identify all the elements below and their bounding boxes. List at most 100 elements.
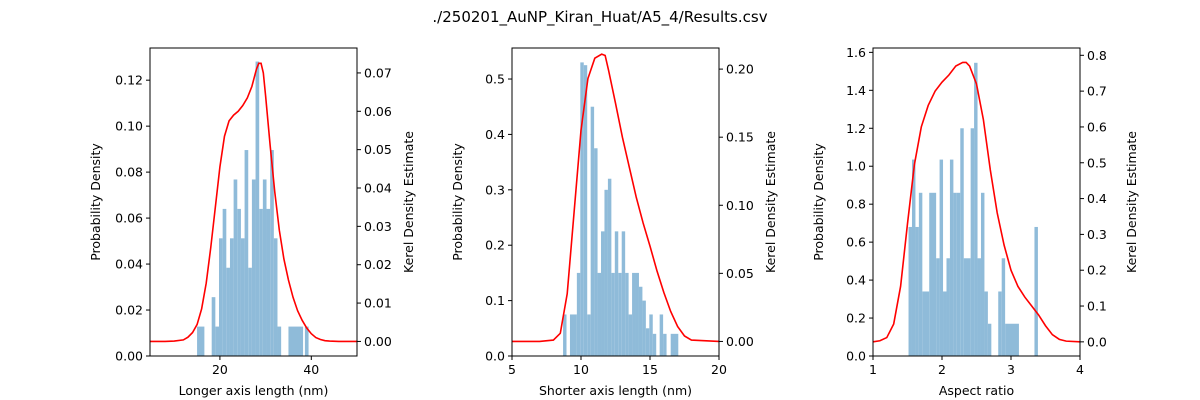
histogram-bar <box>953 192 957 356</box>
y2-axis-label: Kerel Density Estimate <box>763 131 778 273</box>
y-tick-label: 1.6 <box>846 45 866 60</box>
histogram-bar <box>911 159 916 356</box>
y2-tick-label: 0.00 <box>364 334 392 349</box>
y2-tick-label: 0.01 <box>364 296 392 311</box>
histogram-bar <box>569 314 577 356</box>
y-tick-label: 0.4 <box>485 127 505 142</box>
histogram-bar <box>251 179 256 356</box>
histogram-bar <box>611 272 615 356</box>
histogram-bar <box>939 159 944 356</box>
y-tick-label: 0.4 <box>846 273 866 288</box>
y-tick-label: 0.3 <box>485 182 505 197</box>
histogram-bar <box>607 178 612 356</box>
y-axis-label: Probability Density <box>450 143 465 261</box>
y2-tick-label: 0.8 <box>1087 48 1107 63</box>
histogram-bar <box>642 300 646 356</box>
histogram-bar <box>215 326 219 356</box>
histogram-bar <box>255 61 260 356</box>
x-axis-label: Shorter axis length (nm) <box>539 383 692 398</box>
y-tick-label: 0.2 <box>485 238 505 253</box>
histogram-bar <box>645 328 650 356</box>
histogram-bar <box>659 314 664 356</box>
y-tick-label: 0.06 <box>115 211 143 226</box>
axes-frame <box>872 47 1081 357</box>
y2-axis-label: Kerel Density Estimate <box>401 131 416 273</box>
x-tick-label: 2 <box>938 362 946 377</box>
y2-tick-label: 0.2 <box>1087 263 1107 278</box>
histogram-bar <box>229 238 234 356</box>
histogram-bar <box>576 272 581 356</box>
y2-tick-label: 0.05 <box>364 142 392 157</box>
axes-frame <box>511 47 720 357</box>
y2-tick-label: 0.03 <box>364 219 392 234</box>
histogram-bar <box>244 150 249 356</box>
histogram-bars <box>563 62 679 356</box>
y2-tick-label: 0.15 <box>726 130 754 145</box>
y2-tick-label: 0.04 <box>364 181 392 196</box>
y-tick-label: 1.2 <box>846 121 866 136</box>
y2-tick-label: 0.5 <box>1087 155 1107 170</box>
y-tick-label: 0.0 <box>485 349 505 364</box>
y-tick-label: 0.8 <box>846 197 866 212</box>
histogram-bar <box>922 291 930 356</box>
y-tick-label: 0.12 <box>115 73 143 88</box>
histogram-bar <box>638 286 643 356</box>
x-tick-label: 15 <box>642 362 658 377</box>
y2-tick-label: 0.05 <box>726 266 754 281</box>
kde-line <box>873 61 1080 343</box>
histogram-bar <box>998 291 1002 356</box>
histogram-bar <box>980 192 985 356</box>
y-tick-label: 0.1 <box>485 293 505 308</box>
histogram-bar <box>288 326 304 356</box>
y2-axis-label: Kerel Density Estimate <box>1124 131 1139 273</box>
histogram-bar <box>956 192 961 356</box>
y-axis-label: Probability Density <box>88 143 103 261</box>
histogram-bar <box>211 297 216 356</box>
x-tick-label: 4 <box>1076 362 1084 377</box>
histogram-bar <box>1005 323 1019 356</box>
y-axis-label: Probability Density <box>811 143 826 261</box>
y-tick-label: 0.08 <box>115 165 143 180</box>
histogram-bar <box>219 238 223 356</box>
histogram-bar <box>277 326 282 356</box>
histogram-bar <box>270 150 274 356</box>
y2-tick-label: 0.06 <box>364 104 392 119</box>
aspect-ratio-histogram-panel: 1 2 3 40.00.20.40.60.81.01.21.41.60.00.10.2… <box>811 45 1139 398</box>
histogram-bar <box>649 314 653 356</box>
histogram-bar <box>563 314 567 356</box>
histogram-bar <box>621 231 626 356</box>
histogram-bar <box>918 192 923 356</box>
x-tick-label: 40 <box>303 362 319 377</box>
y-tick-label: 1.0 <box>846 159 866 174</box>
figure-title: ./250201_AuNP_Kiran_Huat/A5_4/Results.cs… <box>432 8 767 27</box>
histogram-bar <box>259 208 263 356</box>
y-tick-label: 0.6 <box>846 235 866 250</box>
histogram-bar <box>984 291 988 356</box>
histogram-bars <box>908 62 1038 356</box>
x-tick-label: 5 <box>508 362 516 377</box>
histogram-bar <box>977 258 981 356</box>
y-tick-label: 0.5 <box>485 72 505 87</box>
histogram-bar <box>946 258 950 356</box>
histogram-bar <box>915 226 919 356</box>
y2-tick-label: 0.07 <box>364 65 392 80</box>
y2-tick-label: 0.4 <box>1087 191 1107 206</box>
x-tick-label: 20 <box>212 362 228 377</box>
y2-tick-label: 0.0 <box>1087 334 1107 349</box>
y2-tick-label: 0.1 <box>1087 299 1107 314</box>
y-tick-label: 0.00 <box>115 349 143 364</box>
axes-frame <box>149 47 358 357</box>
y2-tick-label: 0.00 <box>726 334 754 349</box>
x-tick-label: 1 <box>869 362 877 377</box>
x-axis-label: Longer axis length (nm) <box>179 383 329 398</box>
shorter-axis-histogram-panel: 5 10 15 20 0.0 0.1 0.2 0.3 0.4 0.5 0.00 0.05 0.10 0.1… <box>450 47 778 398</box>
kde-line <box>512 53 719 343</box>
histogram-bar <box>597 272 602 356</box>
histogram-bar <box>936 258 940 356</box>
histogram-bar <box>987 323 992 356</box>
x-tick-label: 3 <box>1007 362 1015 377</box>
histogram-bar <box>237 208 241 356</box>
histogram-bar <box>583 65 588 356</box>
histogram-bar <box>670 333 679 356</box>
histogram-bar <box>197 326 205 356</box>
